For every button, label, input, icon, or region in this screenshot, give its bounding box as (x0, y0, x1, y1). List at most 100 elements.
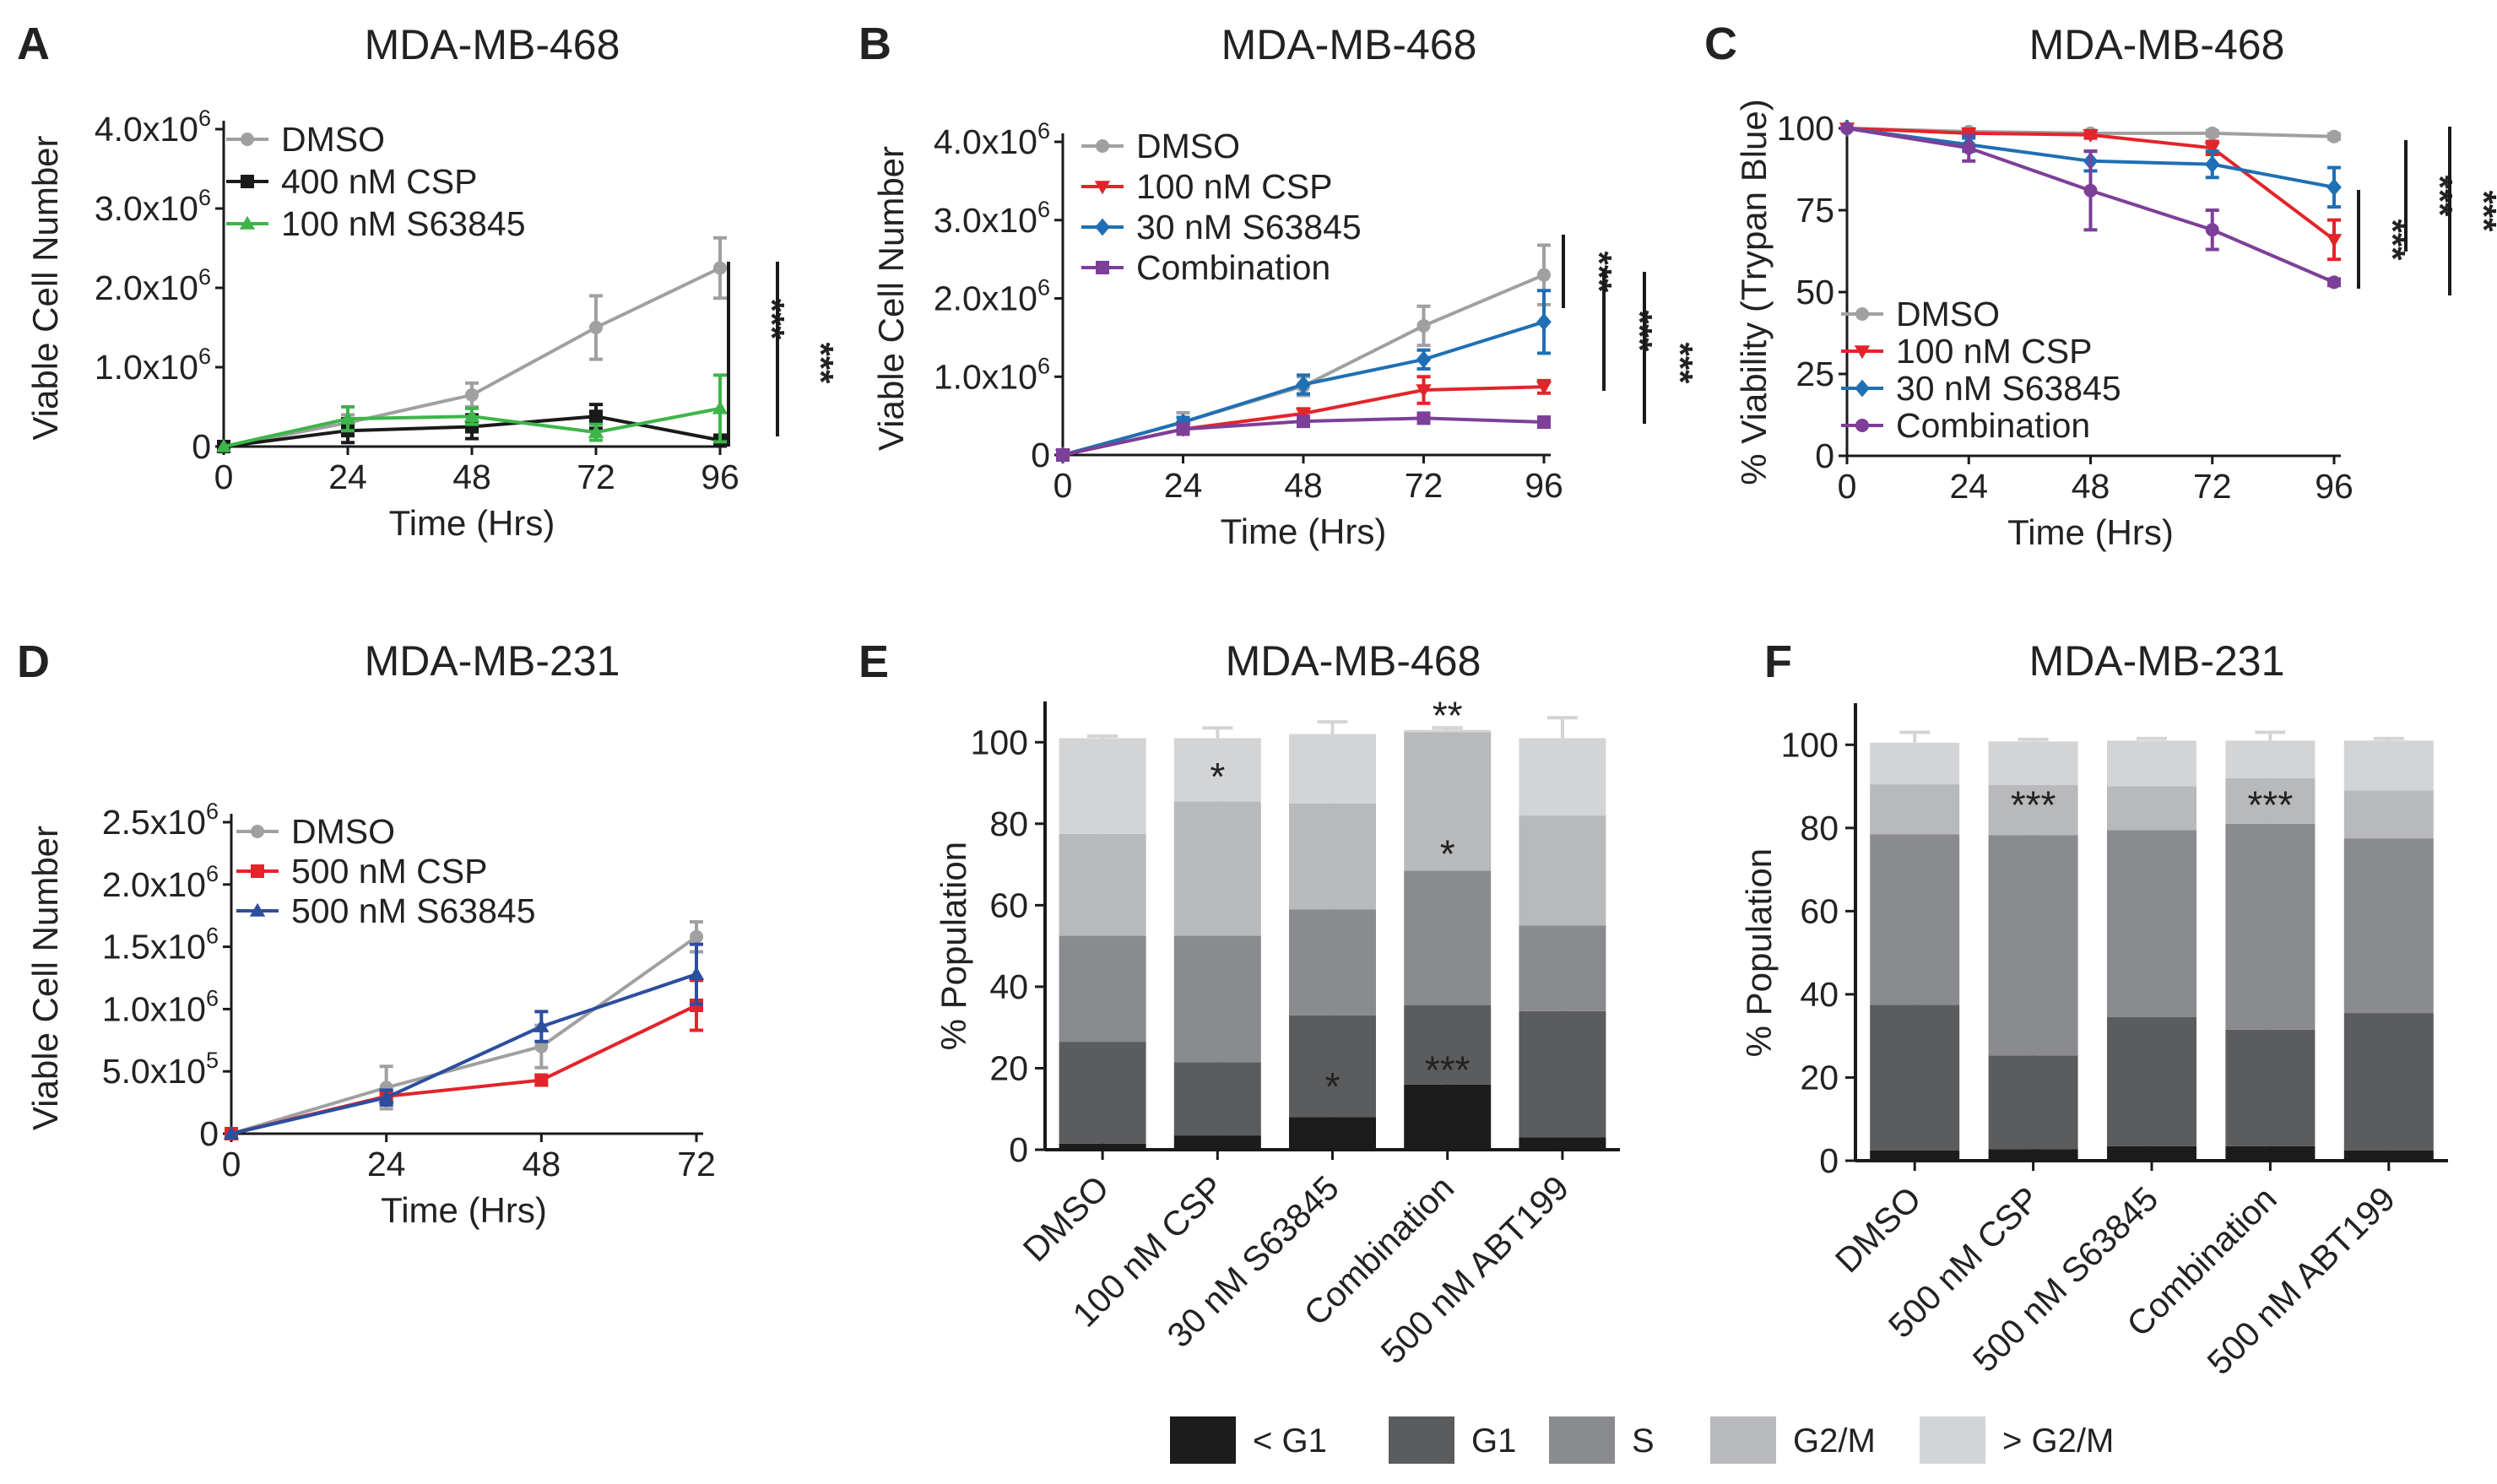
bar-segment (1289, 909, 1376, 1016)
y-tick-label-exponent: 6 (206, 861, 219, 886)
x-tick-label: 0 (214, 458, 234, 496)
y-tick-label: 3.0x106 (95, 185, 211, 228)
data-point (2204, 142, 2220, 156)
y-tick-label-base: 0 (1031, 436, 1050, 474)
data-point (1297, 414, 1310, 429)
data-point (1840, 122, 1854, 135)
bar-segment (1870, 834, 1960, 1005)
bar-segment (1289, 1015, 1376, 1118)
y-tick-label-base: 0 (1815, 436, 1834, 475)
bar-segment (2225, 740, 2316, 778)
significance-label: *** (1579, 251, 1619, 293)
data-point (588, 424, 604, 438)
y-tick-label: 0 (1819, 1141, 1839, 1180)
y-tick-label: 50 (1796, 273, 1834, 311)
y-tick-label: 75 (1796, 191, 1834, 230)
y-tick-label: 1.0x106 (102, 985, 219, 1028)
data-point (339, 410, 356, 425)
panel-title: MDA-MB-468 (365, 21, 620, 68)
legend-marker (241, 133, 254, 146)
y-tick-label: 20 (1800, 1058, 1839, 1097)
x-tick-label: 72 (1405, 466, 1443, 505)
data-point (1416, 318, 1431, 333)
panel-letter: B (859, 19, 891, 69)
y-tick-label-exponent: 6 (198, 264, 211, 290)
y-tick-label-base: 3.0x10 (95, 189, 198, 228)
y-tick-label: 3.0x106 (934, 197, 1050, 240)
x-axis-label: Time (Hrs) (2007, 512, 2174, 552)
series-100-nm-s63845 (215, 373, 729, 452)
bar-segment (2225, 1029, 2316, 1146)
bar-segment (1519, 1010, 1606, 1138)
y-tick-label-base: 25 (1796, 355, 1834, 393)
legend-marker (1096, 261, 1109, 274)
x-tick-label: 72 (2193, 467, 2232, 506)
y-tick-label: 20 (989, 1048, 1028, 1087)
y-tick-label-base: 2.0x10 (934, 279, 1037, 318)
bar-segment (1289, 1117, 1376, 1150)
category-label: DMSO (1828, 1179, 1929, 1281)
legend-label: 400 nM CSP (281, 162, 477, 201)
data-point (1295, 408, 1312, 422)
legend-label: Combination (1896, 406, 2090, 445)
significance-label: *** (1620, 310, 1660, 352)
y-tick-label: 2.0x106 (102, 861, 219, 904)
significance-label: *** (2464, 190, 2497, 232)
bar-segment (1870, 742, 1960, 785)
x-tick-label: 48 (523, 1145, 561, 1183)
legend-marker (251, 864, 264, 878)
bar-segment (2343, 1013, 2434, 1151)
y-tick-label-base: 1.0x10 (95, 348, 198, 387)
y-tick-label: 1.0x106 (934, 353, 1050, 396)
bar-segment (1289, 734, 1376, 804)
bar-segment (2107, 786, 2196, 831)
legend-swatch (1389, 1416, 1454, 1464)
panel-title: MDA-MB-231 (2029, 637, 2285, 685)
data-point (1536, 312, 1552, 331)
x-tick-label: 24 (367, 1145, 406, 1183)
y-tick-label-base: 4.0x10 (95, 110, 198, 149)
y-tick-label-base: 0 (192, 427, 211, 466)
bar-segment (2107, 830, 2196, 1018)
y-tick-label: 100 (971, 723, 1028, 761)
data-point (223, 1125, 240, 1140)
x-axis-label: Time (Hrs) (389, 503, 555, 543)
legend-label: < G1 (1253, 1422, 1327, 1460)
data-point (688, 966, 705, 980)
bar-segment (1988, 741, 2078, 786)
bar-segment (1870, 1005, 1960, 1151)
y-tick-label-exponent: 6 (1037, 353, 1050, 378)
x-tick-label: 24 (1949, 467, 1988, 506)
bar-segment (1988, 835, 2078, 1056)
x-tick-label: 24 (1164, 466, 1203, 505)
bar-segment (1059, 833, 1146, 936)
y-tick-label: 2.5x106 (102, 799, 219, 842)
bar-segment (2225, 823, 2316, 1030)
y-tick-label-base: 50 (1796, 273, 1834, 311)
bar-segment (1519, 815, 1606, 926)
legend-label: 100 nM CSP (1136, 167, 1332, 206)
y-tick-label: 40 (989, 967, 1028, 1006)
y-tick-label-exponent: 6 (1037, 197, 1050, 222)
y-tick-label: 40 (1800, 975, 1839, 1014)
x-tick-label: 0 (1838, 467, 1857, 506)
y-tick-label-base: 75 (1796, 191, 1834, 230)
significance-label: * (1210, 755, 1225, 799)
y-axis-label: Viable Cell Number (871, 146, 911, 451)
y-tick-label: 60 (989, 886, 1028, 924)
x-tick-label: 72 (677, 1145, 716, 1183)
series-dmso (225, 920, 703, 1140)
y-axis-label: Viable Cell Number (25, 826, 65, 1130)
significance-label: ** (1433, 693, 1463, 737)
data-point (1416, 384, 1432, 398)
y-tick-label-exponent: 5 (206, 1048, 219, 1073)
panel-letter: D (17, 636, 50, 687)
bar-segment (2225, 777, 2316, 824)
series-30-nm-s63845 (1055, 289, 1552, 464)
bar-segment (1173, 801, 1261, 936)
data-point (2083, 128, 2099, 143)
y-tick-label: 1.0x106 (95, 344, 211, 387)
x-tick-label: 48 (1284, 466, 1323, 505)
